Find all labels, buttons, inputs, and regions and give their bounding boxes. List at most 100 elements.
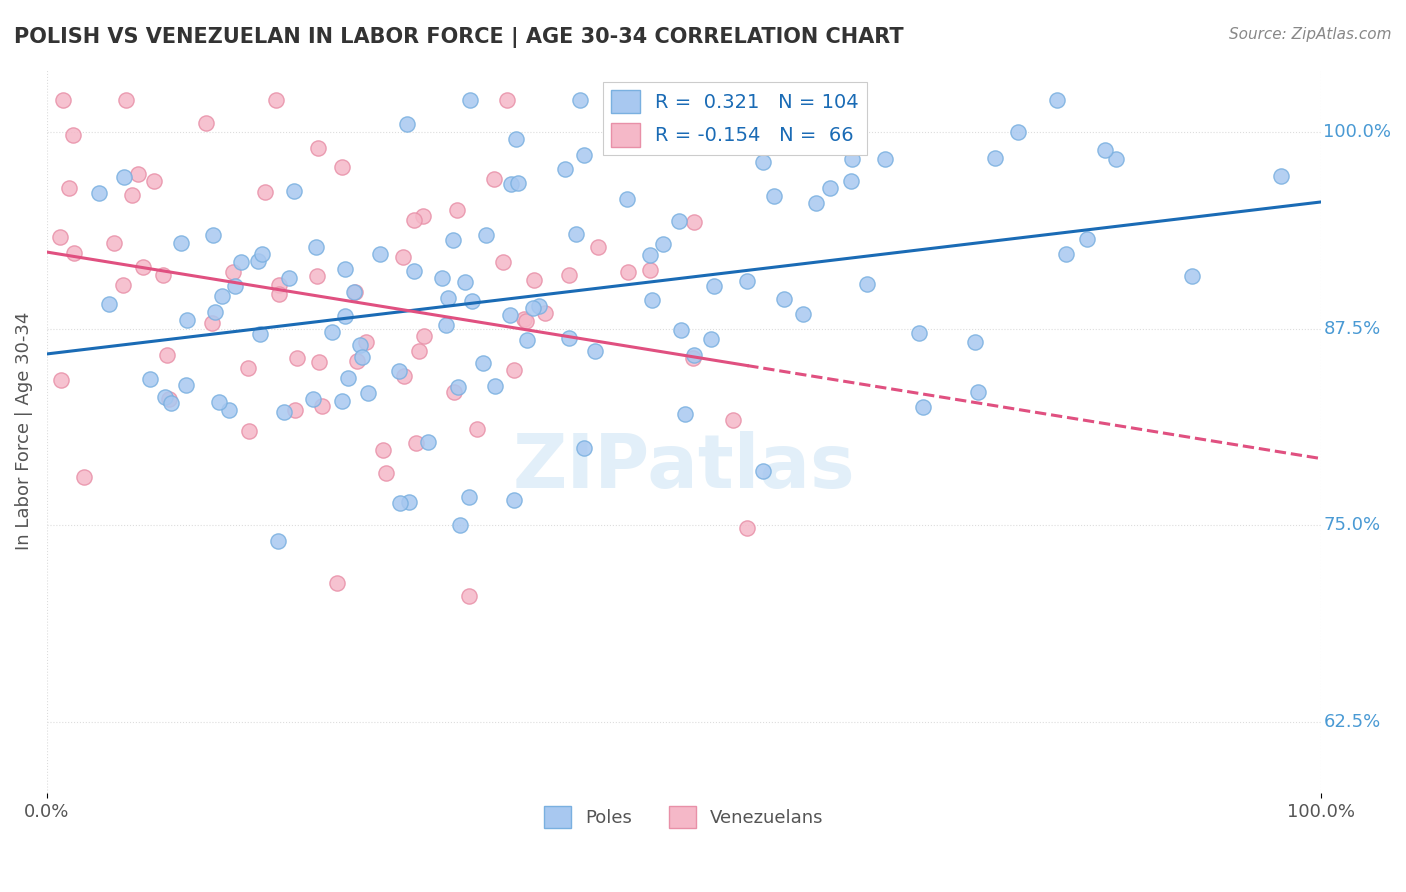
Point — [484, 172, 506, 186]
Point — [491, 255, 513, 269]
Point — [967, 384, 990, 399]
Point — [200, 316, 222, 330]
Point — [1270, 169, 1292, 184]
Point — [460, 293, 482, 308]
Point — [505, 132, 527, 146]
Point — [112, 278, 135, 293]
Point — [352, 350, 374, 364]
Point — [201, 227, 224, 242]
Point — [253, 186, 276, 200]
Point — [326, 576, 349, 591]
Point — [174, 377, 197, 392]
Point — [142, 174, 165, 188]
Text: 75.0%: 75.0% — [1323, 516, 1381, 534]
Point — [89, 186, 111, 201]
Point — [735, 274, 758, 288]
Point — [752, 154, 775, 169]
Point — [49, 230, 72, 244]
Point — [103, 235, 125, 250]
Point — [152, 268, 174, 282]
Point — [333, 262, 356, 277]
Point — [474, 228, 496, 243]
Text: 87.5%: 87.5% — [1323, 319, 1381, 337]
Point — [278, 270, 301, 285]
Point — [568, 93, 591, 107]
Point — [640, 262, 662, 277]
Point — [305, 240, 328, 254]
Point — [673, 407, 696, 421]
Point — [405, 436, 427, 450]
Point — [752, 464, 775, 478]
Point — [454, 275, 477, 289]
Point — [682, 348, 704, 362]
Point — [284, 403, 307, 417]
Point — [773, 292, 796, 306]
Point — [1105, 152, 1128, 166]
Point — [370, 246, 392, 260]
Point — [98, 297, 121, 311]
Point — [170, 236, 193, 251]
Point — [638, 248, 661, 262]
Point — [264, 93, 287, 107]
Point — [308, 355, 330, 369]
Point — [496, 93, 519, 107]
Point — [374, 467, 396, 481]
Point — [52, 93, 75, 107]
Point — [224, 279, 246, 293]
Point — [236, 360, 259, 375]
Point — [218, 403, 240, 417]
Legend: Poles, Venezuelans: Poles, Venezuelans — [537, 798, 831, 835]
Point — [572, 442, 595, 456]
Point — [908, 326, 931, 341]
Point — [533, 306, 555, 320]
Text: POLISH VS VENEZUELAN IN LABOR FORCE | AGE 30-34 CORRELATION CHART: POLISH VS VENEZUELAN IN LABOR FORCE | AG… — [14, 27, 904, 48]
Point — [115, 93, 138, 107]
Point — [446, 203, 468, 218]
Point — [1076, 231, 1098, 245]
Point — [204, 305, 226, 319]
Point — [683, 215, 706, 229]
Point — [1054, 247, 1077, 261]
Point — [155, 390, 177, 404]
Point — [523, 273, 546, 287]
Point — [321, 325, 343, 339]
Point — [332, 160, 354, 174]
Point — [343, 285, 366, 300]
Point — [269, 278, 291, 293]
Point — [302, 392, 325, 407]
Point — [841, 152, 863, 166]
Point — [342, 285, 364, 300]
Y-axis label: In Labor Force | Age 30-34: In Labor Force | Age 30-34 — [15, 311, 32, 550]
Point — [195, 116, 218, 130]
Point — [388, 364, 411, 378]
Text: ZIPatlas: ZIPatlas — [513, 431, 855, 504]
Point — [389, 496, 412, 510]
Point — [703, 278, 725, 293]
Point — [458, 93, 481, 107]
Point — [616, 192, 638, 206]
Point — [139, 372, 162, 386]
Point — [522, 301, 544, 315]
Point — [283, 184, 305, 198]
Point — [249, 326, 271, 341]
Point — [335, 309, 357, 323]
Point — [515, 314, 537, 328]
Point — [58, 181, 80, 195]
Point — [499, 178, 522, 192]
Point — [330, 394, 353, 409]
Point — [357, 385, 380, 400]
Point — [513, 312, 536, 326]
Point — [554, 161, 576, 176]
Point — [616, 265, 638, 279]
Point — [307, 141, 329, 155]
Point — [157, 392, 180, 407]
Point — [413, 329, 436, 343]
Point — [396, 117, 419, 131]
Point — [873, 152, 896, 166]
Point — [229, 255, 252, 269]
Point — [1007, 125, 1029, 139]
Point — [62, 246, 84, 260]
Point — [267, 534, 290, 549]
Point — [458, 490, 481, 504]
Point — [586, 240, 609, 254]
